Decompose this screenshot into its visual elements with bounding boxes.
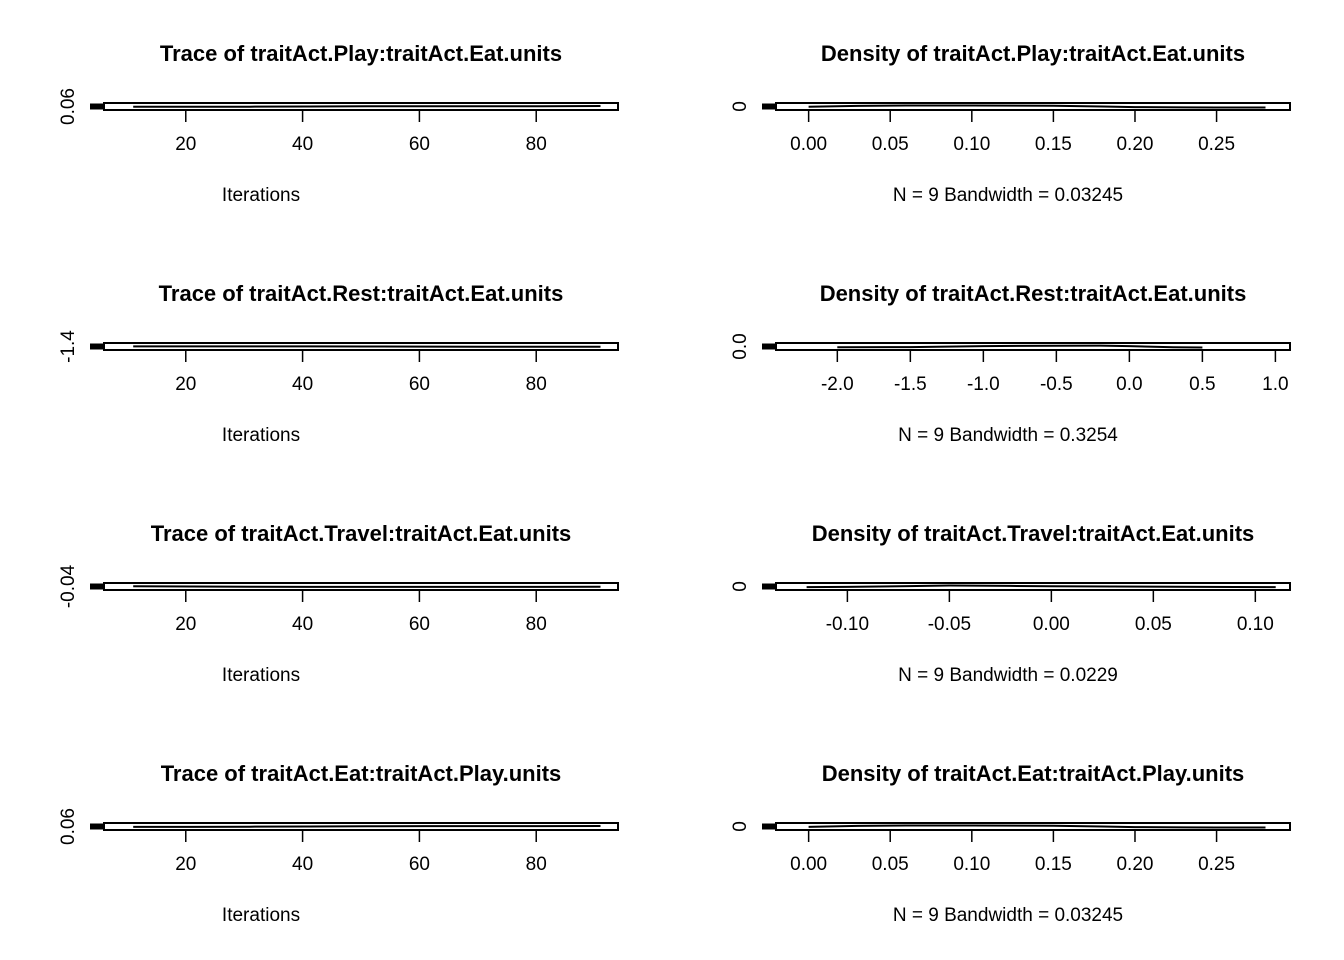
y-tick-label: 0 [730, 821, 751, 832]
x-tick-label: 60 [409, 374, 430, 395]
x-axis-label: Iterations [222, 185, 300, 206]
x-tick-label: 20 [175, 374, 196, 395]
series-line [133, 585, 601, 588]
x-axis-label: Iterations [222, 665, 300, 686]
x-tick-label: 0.20 [1116, 854, 1153, 875]
panel-title: Trace of traitAct.Play:traitAct.Eat.unit… [160, 41, 562, 66]
x-axis-label: Iterations [222, 425, 300, 446]
y-tick-label: -0.04 [58, 564, 79, 608]
x-tick-label: 0.5 [1189, 374, 1215, 395]
x-tick-label: 0.0 [1116, 374, 1142, 395]
x-tick-label: 0.05 [1135, 614, 1172, 635]
x-tick-label: 80 [526, 374, 547, 395]
x-tick-label: 20 [175, 134, 196, 155]
x-tick-label: 60 [409, 854, 430, 875]
x-tick-label: 40 [292, 854, 313, 875]
x-tick-label: 40 [292, 374, 313, 395]
x-tick-label: -1.0 [967, 374, 1000, 395]
x-axis-label: N = 9 Bandwidth = 0.03245 [893, 185, 1123, 206]
axis-corner-marker [90, 103, 104, 110]
panel-title: Trace of traitAct.Travel:traitAct.Eat.un… [151, 521, 572, 546]
series-line [133, 105, 601, 108]
x-tick-label: 60 [409, 134, 430, 155]
y-tick-label: 0.06 [58, 88, 79, 125]
panel-1: Trace of traitAct.Play:traitAct.Eat.unit… [58, 41, 619, 206]
axis-corner-marker [762, 823, 776, 830]
x-tick-label: -2.0 [821, 374, 854, 395]
series-line [133, 825, 601, 828]
x-tick-label: 0.25 [1198, 854, 1235, 875]
series-line [837, 344, 1203, 349]
x-tick-label: 0.15 [1035, 854, 1072, 875]
x-tick-label: 0.10 [1237, 614, 1274, 635]
y-tick-label: 0.06 [58, 808, 79, 845]
x-tick-label: 80 [526, 854, 547, 875]
x-tick-label: 80 [526, 134, 547, 155]
x-tick-label: 0.10 [953, 854, 990, 875]
x-tick-label: 0.00 [790, 134, 827, 155]
x-tick-label: 1.0 [1262, 374, 1288, 395]
x-tick-label: 40 [292, 134, 313, 155]
y-tick-label: 0 [730, 581, 751, 592]
x-axis-label: Iterations [222, 905, 300, 926]
y-tick-label: 0 [730, 101, 751, 112]
panel-6: Density of traitAct.Travel:traitAct.Eat.… [730, 521, 1291, 686]
x-tick-label: -0.5 [1040, 374, 1073, 395]
x-tick-label: 0.20 [1116, 134, 1153, 155]
x-tick-label: 0.15 [1035, 134, 1072, 155]
x-axis-label: N = 9 Bandwidth = 0.3254 [898, 425, 1118, 446]
axis-corner-marker [90, 583, 104, 590]
panel-title: Trace of traitAct.Rest:traitAct.Eat.unit… [159, 281, 564, 306]
panel-3: Trace of traitAct.Rest:traitAct.Eat.unit… [58, 281, 619, 446]
axis-corner-marker [762, 583, 776, 590]
panel-title: Density of traitAct.Travel:traitAct.Eat.… [812, 521, 1255, 546]
x-tick-label: 60 [409, 614, 430, 635]
x-tick-label: 80 [526, 614, 547, 635]
x-tick-label: 20 [175, 614, 196, 635]
series-line [808, 824, 1266, 829]
axis-corner-marker [762, 103, 776, 110]
panel-2: Density of traitAct.Play:traitAct.Eat.un… [730, 41, 1291, 206]
panel-4: Density of traitAct.Rest:traitAct.Eat.un… [730, 281, 1291, 446]
x-tick-label: 0.05 [872, 134, 909, 155]
series-line [808, 104, 1266, 109]
x-tick-label: -0.10 [826, 614, 869, 635]
x-tick-label: 0.10 [953, 134, 990, 155]
panel-title: Density of traitAct.Play:traitAct.Eat.un… [821, 41, 1245, 66]
x-tick-label: 0.25 [1198, 134, 1235, 155]
y-tick-label: -1.4 [58, 330, 79, 363]
x-tick-label: 40 [292, 614, 313, 635]
panel-8: Density of traitAct.Eat:traitAct.Play.un… [730, 761, 1291, 926]
x-tick-label: -1.5 [894, 374, 927, 395]
axis-corner-marker [762, 343, 776, 350]
x-tick-label: 0.00 [790, 854, 827, 875]
axis-corner-marker [90, 823, 104, 830]
axis-corner-marker [90, 343, 104, 350]
x-tick-label: 0.05 [872, 854, 909, 875]
x-tick-label: 0.00 [1033, 614, 1070, 635]
panel-title: Density of traitAct.Eat:traitAct.Play.un… [822, 761, 1245, 786]
panel-title: Trace of traitAct.Eat:traitAct.Play.unit… [161, 761, 562, 786]
x-tick-label: 20 [175, 854, 196, 875]
x-tick-label: -0.05 [928, 614, 971, 635]
panel-5: Trace of traitAct.Travel:traitAct.Eat.un… [58, 521, 619, 686]
x-axis-label: N = 9 Bandwidth = 0.03245 [893, 905, 1123, 926]
series-line [806, 584, 1276, 589]
y-tick-label: 0.0 [730, 333, 751, 359]
x-axis-label: N = 9 Bandwidth = 0.0229 [898, 665, 1118, 686]
panel-title: Density of traitAct.Rest:traitAct.Eat.un… [820, 281, 1247, 306]
panel-7: Trace of traitAct.Eat:traitAct.Play.unit… [58, 761, 619, 926]
